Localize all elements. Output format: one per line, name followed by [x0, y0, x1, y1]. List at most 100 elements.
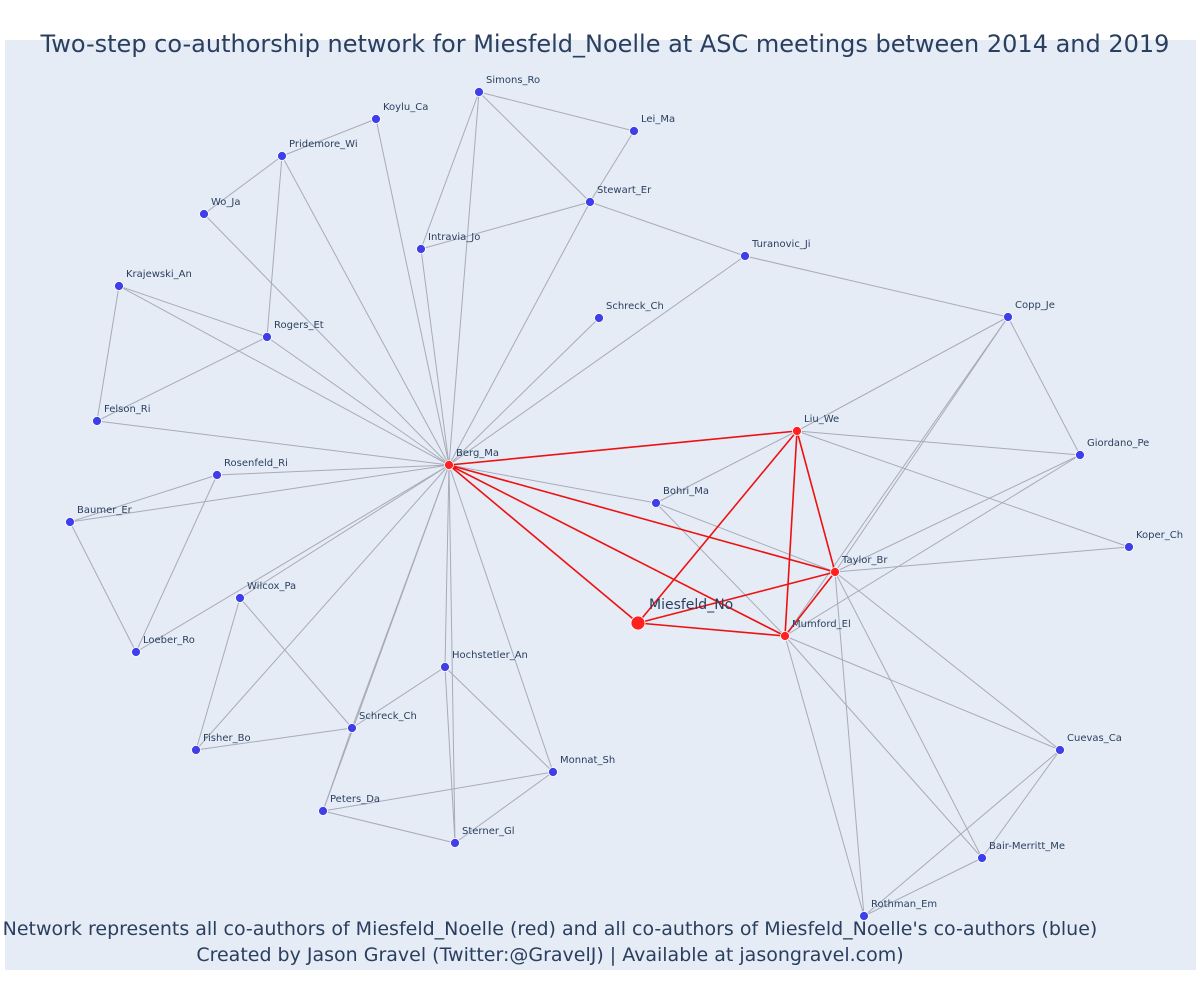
- node-marker[interactable]: [212, 470, 222, 480]
- node-Cuevas_Ca[interactable]: Cuevas_Ca: [1055, 733, 1122, 755]
- node-marker[interactable]: [65, 517, 75, 527]
- node-marker[interactable]: [191, 745, 201, 755]
- red-edge-Taylor_Br--Mumford_El: [784, 571, 836, 637]
- node-Lei_Ma[interactable]: Lei_Ma: [629, 114, 676, 136]
- node-marker[interactable]: [440, 662, 450, 672]
- gray-edge-Fisher_Bo--Schreck_Ch_low: [195, 727, 353, 751]
- gray-edge-Krajewski_An--Felson_Ri: [96, 285, 120, 422]
- node-marker[interactable]: [651, 498, 661, 508]
- node-Sterner_Gl[interactable]: Sterner_Gl: [450, 826, 515, 848]
- node-marker[interactable]: [1075, 450, 1085, 460]
- node-marker[interactable]: [416, 244, 426, 254]
- gray-edge-Hochstetler_An--Schreck_Ch_low: [351, 666, 446, 729]
- node-Rosenfeld_Ri[interactable]: Rosenfeld_Ri: [212, 458, 288, 480]
- node-marker[interactable]: [740, 251, 750, 261]
- gray-edge-Berg_Ma--Monnat_Sh: [448, 464, 554, 773]
- node-Turanovic_Ji[interactable]: Turanovic_Ji: [740, 239, 811, 261]
- gray-edge-Liu_We--Giordano_Pe: [796, 430, 1081, 456]
- node-Hochstetler_An[interactable]: Hochstetler_An: [440, 650, 528, 672]
- gray-edge-Berg_Ma--Schreck_Ch_top: [448, 317, 600, 466]
- node-Krajewski_An[interactable]: Krajewski_An: [114, 269, 192, 291]
- node-label: Intravia_Jo: [428, 232, 480, 243]
- node-Fisher_Bo[interactable]: Fisher_Bo: [191, 733, 251, 755]
- node-marker[interactable]: [318, 806, 328, 816]
- gray-edge-Mumford_El--Bohri_Ma: [655, 502, 786, 637]
- node-Koylu_Ca[interactable]: Koylu_Ca: [371, 102, 429, 124]
- node-marker[interactable]: [114, 281, 124, 291]
- node-Bair-Merritt_Me[interactable]: Bair-Merritt_Me: [977, 841, 1066, 863]
- node-marker[interactable]: [977, 853, 987, 863]
- gray-edge-Lei_Ma--Stewart_Er: [589, 130, 635, 203]
- red-edge-layer: [448, 430, 836, 637]
- node-label: Monnat_Sh: [560, 755, 615, 766]
- node-marker[interactable]: [548, 767, 558, 777]
- node-marker[interactable]: [1055, 745, 1065, 755]
- node-Monnat_Sh[interactable]: Monnat_Sh: [548, 755, 616, 777]
- node-marker[interactable]: [277, 151, 287, 161]
- node-Miesfeld_No[interactable]: Miesfeld_No: [630, 597, 733, 631]
- node-label: Sterner_Gl: [462, 826, 515, 837]
- node-Rogers_Et[interactable]: Rogers_Et: [262, 320, 324, 342]
- node-marker[interactable]: [235, 593, 245, 603]
- red-edge-Berg_Ma--Liu_We: [448, 430, 798, 466]
- node-Baumer_Er[interactable]: Baumer_Er: [65, 505, 133, 527]
- node-marker[interactable]: [629, 126, 639, 136]
- node-marker[interactable]: [444, 460, 454, 470]
- gray-edge-Taylor_Br--Giordano_Pe: [834, 454, 1081, 573]
- node-Pridemore_Wi[interactable]: Pridemore_Wi: [277, 139, 358, 161]
- node-marker[interactable]: [450, 838, 460, 848]
- node-Felson_Ri[interactable]: Felson_Ri: [92, 404, 151, 426]
- node-marker[interactable]: [199, 209, 209, 219]
- node-marker[interactable]: [792, 426, 802, 436]
- node-Peters_Da[interactable]: Peters_Da: [318, 794, 381, 816]
- node-Copp_Je[interactable]: Copp_Je: [1003, 300, 1055, 322]
- node-Schreck_Ch_top[interactable]: Schreck_Ch: [594, 301, 664, 323]
- node-label: Wo_Ja: [211, 197, 241, 208]
- node-marker[interactable]: [594, 313, 604, 323]
- node-marker[interactable]: [859, 911, 869, 921]
- node-Koper_Ch[interactable]: Koper_Ch: [1124, 530, 1184, 552]
- node-marker[interactable]: [262, 332, 272, 342]
- node-Giordano_Pe[interactable]: Giordano_Pe: [1075, 438, 1150, 460]
- node-Intravia_Jo[interactable]: Intravia_Jo: [416, 232, 481, 254]
- gray-edge-Pridemore_Wi--Rogers_Et: [266, 155, 283, 338]
- gray-edge-Berg_Ma--Koylu_Ca: [375, 118, 450, 466]
- gray-edge-Taylor_Br--Bohri_Ma: [655, 502, 836, 573]
- node-label: Mumford_El: [792, 619, 851, 630]
- node-label: Rogers_Et: [274, 320, 324, 331]
- node-Simons_Ro[interactable]: Simons_Ro: [474, 75, 541, 97]
- node-marker[interactable]: [1124, 542, 1134, 552]
- gray-edge-Berg_Ma--Fisher_Bo: [195, 464, 450, 751]
- node-marker[interactable]: [780, 631, 790, 641]
- node-Mumford_El[interactable]: Mumford_El: [780, 619, 851, 641]
- gray-edge-Stewart_Er--Turanovic_Ji: [589, 201, 746, 257]
- node-marker[interactable]: [1003, 312, 1013, 322]
- node-marker[interactable]: [131, 647, 141, 657]
- node-marker[interactable]: [92, 416, 102, 426]
- node-marker[interactable]: [474, 87, 484, 97]
- gray-edge-Hochstetler_An--Sterner_Gl: [444, 666, 456, 844]
- node-marker[interactable]: [347, 723, 357, 733]
- node-Schreck_Ch_low[interactable]: Schreck_Ch: [347, 711, 417, 733]
- gray-edge-Stewart_Er--Intravia_Jo: [420, 201, 591, 250]
- node-marker[interactable]: [585, 197, 595, 207]
- node-Stewart_Er[interactable]: Stewart_Er: [585, 185, 653, 207]
- gray-edge-Hochstetler_An--Monnat_Sh: [444, 666, 554, 773]
- node-Liu_We[interactable]: Liu_We: [792, 414, 840, 436]
- gray-edge-Liu_We--Copp_Je: [796, 316, 1009, 432]
- node-marker[interactable]: [371, 114, 381, 124]
- node-Taylor_Br[interactable]: Taylor_Br: [830, 555, 889, 577]
- gray-edge-Wilcox_Pa--Schreck_Ch_low: [239, 597, 353, 729]
- node-Wilcox_Pa[interactable]: Wilcox_Pa: [235, 581, 297, 603]
- gray-edge-Taylor_Br--Copp_Je: [834, 316, 1009, 573]
- node-Bohri_Ma[interactable]: Bohri_Ma: [651, 486, 709, 508]
- node-label: Koylu_Ca: [383, 102, 428, 113]
- node-Wo_Ja[interactable]: Wo_Ja: [199, 197, 241, 219]
- chart-title: Two-step co-authorship network for Miesf…: [40, 30, 1170, 58]
- node-marker[interactable]: [630, 615, 646, 631]
- node-Loeber_Ro[interactable]: Loeber_Ro: [131, 635, 195, 657]
- node-marker[interactable]: [830, 567, 840, 577]
- gray-edge-Liu_We--Koper_Ch: [796, 430, 1130, 548]
- node-Rothman_Em[interactable]: Rothman_Em: [859, 899, 938, 921]
- node-Berg_Ma[interactable]: Berg_Ma: [444, 448, 500, 470]
